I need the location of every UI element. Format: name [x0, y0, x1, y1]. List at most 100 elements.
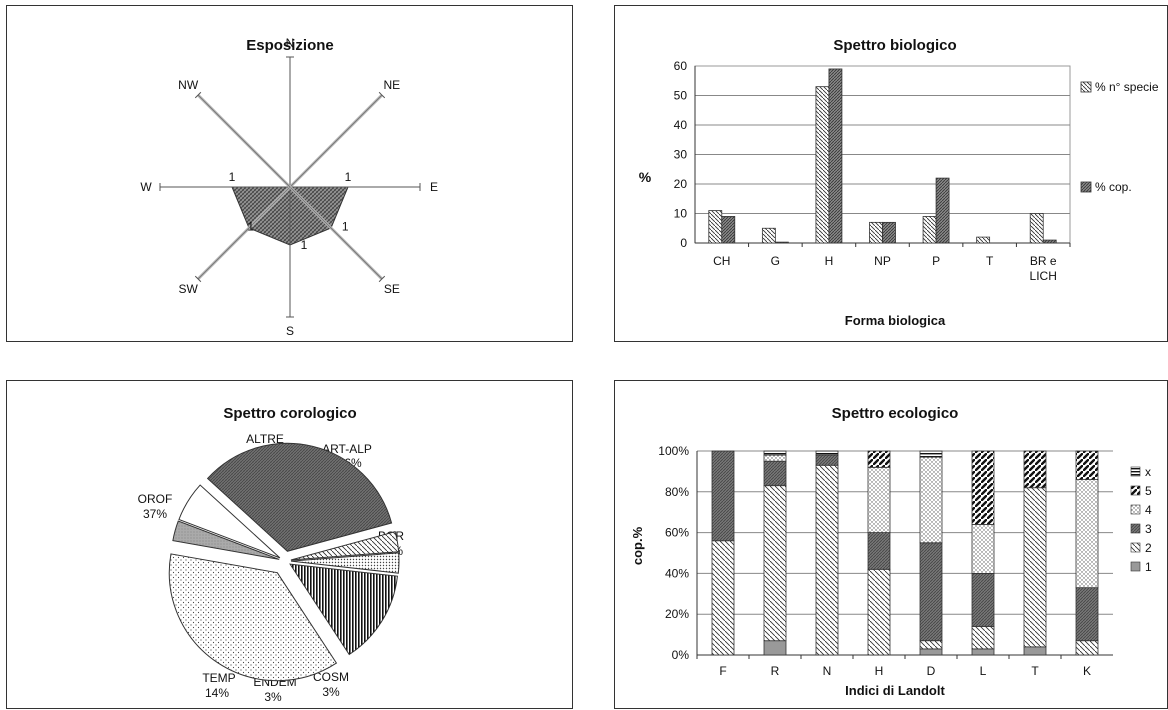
bio-ytick: 30 — [674, 148, 688, 162]
pie-slice-art-alp — [178, 484, 281, 559]
radar-tick-sw — [194, 275, 202, 283]
eco-bar-h-2 — [867, 568, 891, 656]
eco-bar-h-5 — [867, 450, 891, 468]
eco-bar-d-2 — [919, 640, 943, 650]
pie-label-altre: ALTRE — [246, 432, 284, 446]
bio-bar-g-s1 — [761, 227, 776, 244]
eco-xtick: H — [875, 664, 884, 678]
eco-bar-n-x — [815, 450, 839, 456]
eco-legend-swatch — [1130, 542, 1141, 553]
eco-bar-k-3 — [1075, 587, 1099, 642]
eco-bar-f-3 — [711, 450, 735, 542]
pie-title: Spettro corologico — [223, 405, 356, 422]
pie-label-art-alp: ART-ALP — [322, 442, 372, 456]
eco-bar-t-1 — [1023, 646, 1047, 656]
eco-bar-l-4 — [971, 524, 995, 574]
eco-chart: Spettro ecologico cop.% Indici di Landol… — [630, 405, 1152, 698]
eco-ytick: 100% — [658, 444, 689, 458]
eco-legend-label: x — [1145, 465, 1151, 479]
bio-xtick: NP — [874, 254, 891, 268]
eco-legend-swatch — [1130, 485, 1141, 496]
eco-xtick: N — [823, 664, 832, 678]
radar-ring-label: 1 — [345, 170, 352, 184]
eco-bar-n-2 — [815, 464, 839, 656]
pie-slice-orof — [168, 553, 338, 682]
pie-slice-altre — [172, 520, 280, 560]
eco-bar-d-3 — [919, 542, 943, 642]
bio-ytick: 40 — [674, 118, 688, 132]
bio-bar-h-s1 — [815, 86, 830, 244]
eco-legend-label: 3 — [1145, 522, 1152, 536]
bio-chart: Spettro biologico % Forma biologica 0 10 2… — [639, 37, 1159, 328]
bio-bar-ch-s2 — [721, 216, 736, 244]
eco-legend-label: 4 — [1145, 503, 1152, 517]
bio-panel: Spettro biologico % Forma biologica 0 10 2… — [614, 5, 1168, 342]
eco-legend-swatch — [1130, 523, 1141, 534]
radar-chart: Esposizione N NE E SE S SW W NW 1 1 1 1 1 — [140, 36, 438, 338]
bio-ytick: 50 — [674, 89, 688, 103]
eco-bar-h-4 — [867, 466, 891, 533]
pie-slice-bor — [206, 442, 393, 552]
eco-bar-l-3 — [971, 572, 995, 627]
bio-xtick: BR e — [1030, 254, 1057, 268]
bio-ytick: 60 — [674, 59, 688, 73]
eco-panel: Spettro ecologico cop.% Indici di Landol… — [614, 380, 1168, 709]
eco-bar-l-2 — [971, 626, 995, 650]
bio-legend-label: % n° specie — [1095, 80, 1159, 94]
eco-bar-t-2 — [1023, 487, 1047, 648]
eco-ytick: 80% — [665, 485, 689, 499]
bio-xtick: CH — [713, 254, 730, 268]
pie-percent-orof: 37% — [143, 507, 167, 521]
bio-legend-label: % cop. — [1095, 180, 1132, 194]
eco-bar-d-x — [919, 450, 943, 458]
pie-percent-endem: 3% — [264, 690, 282, 704]
eco-bar-k-4 — [1075, 479, 1099, 589]
eco-bar-t-5 — [1023, 450, 1047, 489]
radar-label-se: SE — [384, 282, 400, 296]
bio-title: Spettro biologico — [833, 37, 956, 54]
eco-ytick: 0% — [672, 648, 690, 662]
eco-bar-k-2 — [1075, 640, 1099, 656]
radar-label-nw: NW — [178, 78, 199, 92]
bio-legend-swatch — [1080, 81, 1092, 93]
bio-xtick: T — [986, 254, 994, 268]
eco-title: Spettro ecologico — [832, 405, 959, 422]
radar-tick-ne — [378, 91, 386, 99]
radar-spoke-core-sw — [197, 186, 291, 280]
eco-bar-l-5 — [971, 450, 995, 525]
eco-legend-swatch — [1130, 504, 1141, 515]
radar-label-s: S — [286, 324, 294, 338]
pie-label-cosm: COSM — [313, 670, 349, 684]
eco-legend-swatch — [1130, 561, 1141, 572]
eco-bar-l-1 — [971, 648, 995, 656]
radar-label-n: N — [286, 36, 295, 50]
eco-bar-r-x — [763, 450, 787, 456]
eco-bar-n-3 — [815, 454, 839, 466]
eco-xtick: D — [927, 664, 936, 678]
eco-ylabel: cop.% — [630, 526, 645, 565]
bio-ytick: 10 — [674, 207, 688, 221]
eco-bar-r-3 — [763, 460, 787, 487]
radar-label-sw: SW — [179, 282, 199, 296]
bio-ylabel: % — [639, 169, 652, 185]
pie-chart: Spettro corologico ALTRE3%ART-ALP6%BOR34… — [138, 405, 405, 704]
eco-bar-r-4 — [763, 454, 787, 462]
bio-bar-h-s2 — [828, 68, 843, 244]
radar-ring-label: 1 — [342, 219, 349, 233]
eco-legend-label: 1 — [1145, 560, 1152, 574]
eco-bar-k-5 — [1075, 450, 1099, 480]
eco-bar-h-3 — [867, 532, 891, 570]
radar-spoke-core-nw — [197, 94, 291, 188]
eco-legend-label: 5 — [1145, 484, 1152, 498]
radar-spoke-core-ne — [289, 94, 383, 188]
bio-ytick: 20 — [674, 177, 688, 191]
bio-bar-br-e-lich-s1 — [1029, 213, 1044, 244]
bio-bar-np-s1 — [869, 221, 883, 244]
eco-xtick: R — [771, 664, 780, 678]
bio-bar-np-s2 — [882, 221, 896, 244]
radar-tick-nw — [194, 91, 202, 99]
eco-xtick: F — [719, 664, 726, 678]
eco-ytick: 20% — [665, 607, 689, 621]
pie-label-temp: TEMP — [202, 671, 235, 685]
pie-panel: Spettro corologico ALTRE3%ART-ALP6%BOR34… — [6, 380, 573, 709]
